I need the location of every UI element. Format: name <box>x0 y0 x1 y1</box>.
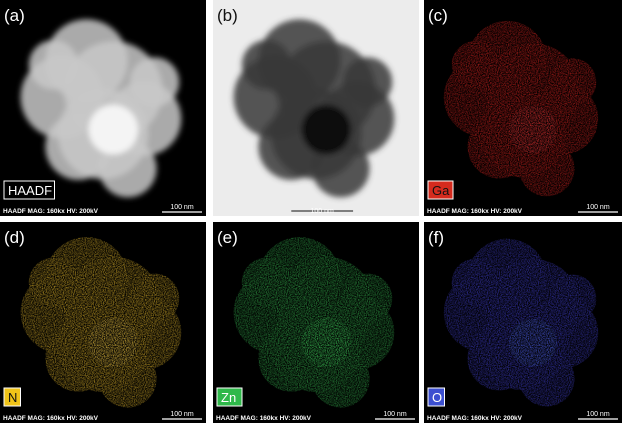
scale-bar-text: 100 nm <box>586 411 610 418</box>
element-badge-text: HAADF <box>8 183 52 198</box>
specimen-lobe <box>519 140 575 197</box>
element-badge <box>427 180 454 200</box>
panel: (a) HAADF HAADF MAG: 160kx HV: 200kV 100 nm <box>0 0 206 216</box>
panel-label: (a) <box>4 6 25 25</box>
scale-bar-text: 100 nm <box>170 411 194 418</box>
panel-label: (e) <box>217 228 238 247</box>
element-badge-text: Ga <box>432 183 450 198</box>
specimen <box>443 238 599 407</box>
element-badge <box>3 180 55 200</box>
specimen-lobe <box>241 40 292 90</box>
panel-label: (d) <box>4 228 25 247</box>
specimen-lobe <box>129 57 180 107</box>
element-badge-text: O <box>432 390 442 405</box>
specimen-core <box>88 317 139 368</box>
specimen-lobe <box>451 258 500 307</box>
specimen-lobe <box>129 273 180 324</box>
panel-label: (f) <box>428 228 444 247</box>
specimen-core <box>88 104 139 155</box>
scale-bar-text: 100 nm <box>586 204 610 211</box>
specimen-core <box>301 317 352 368</box>
specimen-lobe <box>548 58 597 106</box>
specimen-lobe <box>28 257 79 308</box>
acquisition-info: HAADF MAG: 160kx HV: 200kV <box>3 415 99 422</box>
specimen-lobe <box>548 274 597 323</box>
element-badge <box>216 387 243 407</box>
specimen <box>443 20 599 197</box>
scale-bar-text: 100 nm <box>170 204 194 211</box>
acquisition-info: HAADF MAG: 160kx HV: 200kV <box>427 208 523 215</box>
specimen-lobe <box>451 41 500 89</box>
element-badge-text: N <box>8 390 17 405</box>
specimen <box>20 237 182 408</box>
specimen-lobe <box>241 257 292 308</box>
acquisition-info: HAADF MAG: 160kx HV: 200kV <box>216 415 312 422</box>
element-badge-text: Zn <box>221 390 236 405</box>
element-badge <box>3 387 21 407</box>
specimen-lobe <box>342 57 393 107</box>
acquisition-info: HAADF MAG: 160kx HV: 200kV <box>3 208 99 215</box>
specimen-lobe <box>342 273 393 324</box>
panel: (d) N HAADF MAG: 160kx HV: 200kV 100 nm <box>0 222 206 423</box>
acquisition-info: HAADF MAG: 160kx HV: 200kV <box>427 415 523 422</box>
element-badge <box>427 387 445 407</box>
panel: (f) O HAADF MAG: 160kx HV: 200kV 100 nm <box>424 222 622 423</box>
scale-bar-text: 100 nm <box>383 411 407 418</box>
panel-label: (b) <box>217 6 238 25</box>
specimen-lobe <box>28 40 79 90</box>
specimen <box>233 19 395 198</box>
specimen-core <box>509 105 557 154</box>
specimen <box>20 19 182 198</box>
panel: (e) Zn HAADF MAG: 160kx HV: 200kV 100 nm <box>213 222 419 423</box>
panel: (c) Ga HAADF MAG: 160kx HV: 200kV 100 nm <box>424 0 622 216</box>
specimen-core <box>301 104 352 155</box>
scale-bar-text: 100 nm <box>311 208 335 215</box>
panel: (b) 100 nm <box>213 0 419 216</box>
specimen <box>233 237 395 408</box>
specimen-core <box>509 318 557 367</box>
panel-label: (c) <box>428 6 448 25</box>
